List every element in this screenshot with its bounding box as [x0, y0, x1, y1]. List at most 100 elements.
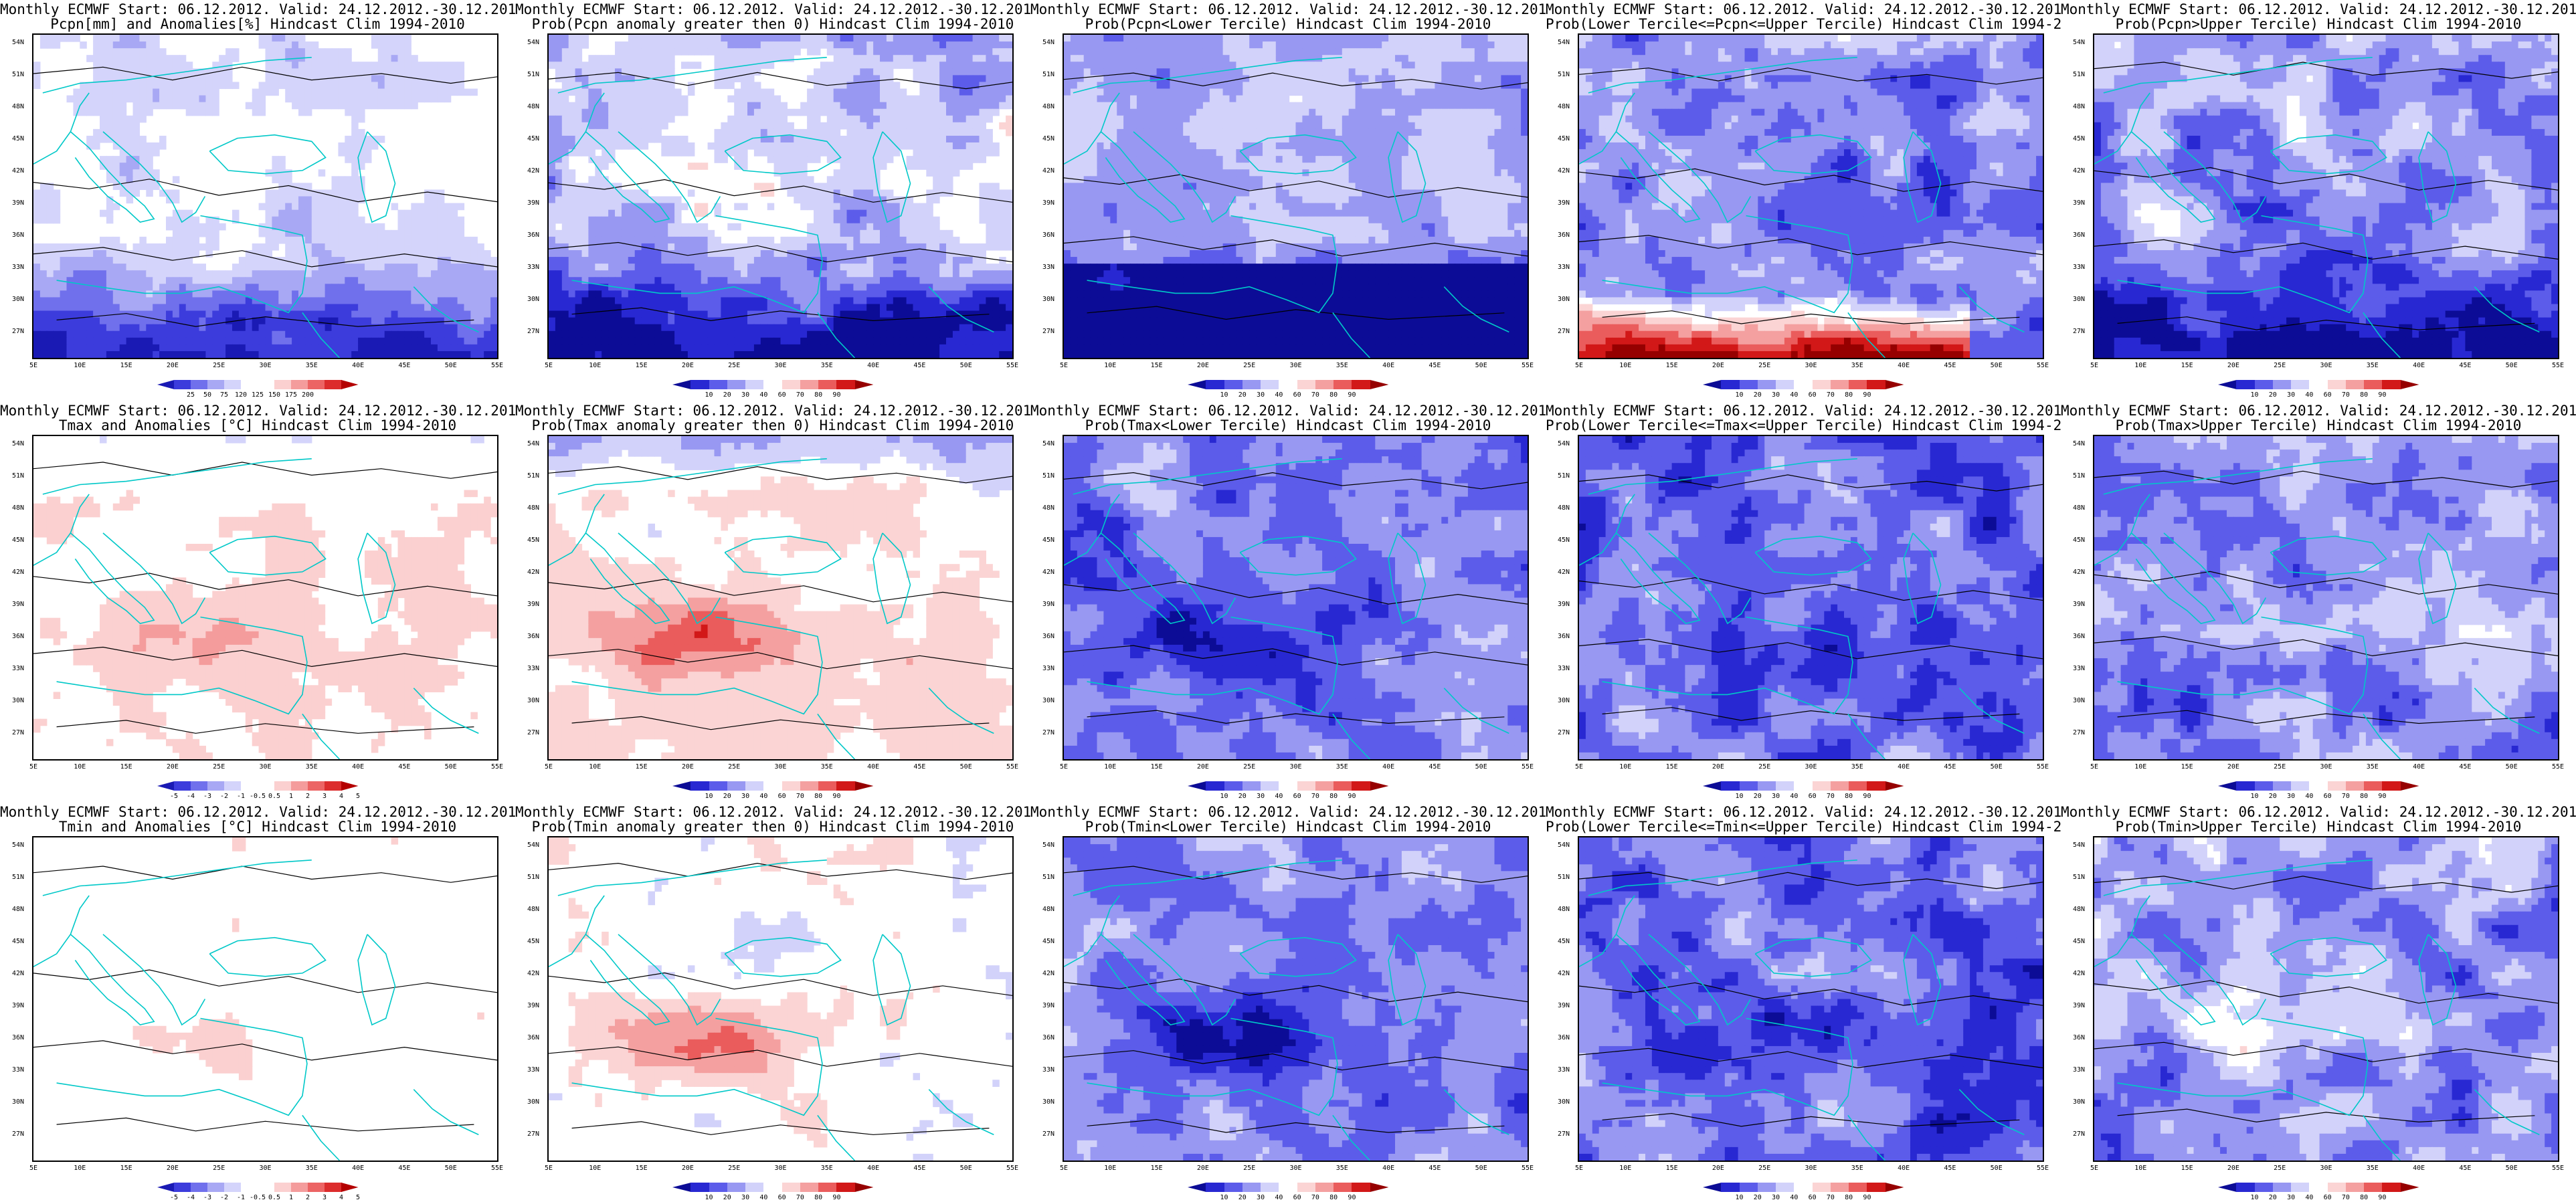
contour-line	[2094, 635, 2558, 657]
colorbar	[2218, 781, 2419, 791]
lon-tick-label: 15E	[1666, 763, 1678, 771]
lon-tick-label: 35E	[821, 1165, 833, 1172]
coastline	[2270, 936, 2387, 977]
coastline	[1073, 860, 1342, 896]
lat-tick-label: 42N	[1558, 970, 1570, 977]
map-panel-pcpn-gt0: Monthly ECMWF Start: 06.12.2012. Valid: …	[515, 0, 1030, 401]
lon-tick-label: 10E	[74, 1165, 86, 1172]
colorbar-swatch	[1352, 1183, 1371, 1192]
lon-tick-label: 25E	[728, 362, 740, 369]
coastline	[571, 215, 823, 314]
colorbar-swatch	[1739, 380, 1758, 389]
contour-line	[1087, 710, 1505, 724]
lon-tick-label: 5E	[29, 362, 37, 369]
colorbar-tick-label: 80	[2360, 1194, 2368, 1201]
coastline	[1602, 215, 1853, 314]
colorbar-tick-label: 30	[1257, 793, 1265, 800]
lat-tick-label: 30N	[1042, 1098, 1054, 1106]
colorbar-swatch	[818, 380, 837, 389]
colorbar-tick-label: 80	[1845, 1194, 1853, 1201]
panel-title-line1: Monthly ECMWF Start: 06.12.2012. Valid: …	[0, 1, 515, 17]
colorbar-swatch	[1812, 380, 1831, 389]
coastline	[2474, 688, 2540, 734]
lat-tick-label: 27N	[1558, 729, 1570, 736]
colorbar-tick-label: 80	[1845, 391, 1853, 399]
colorbar-swatch	[1261, 1183, 1279, 1192]
coastline	[2418, 532, 2457, 625]
colorbar-tick-label: 175	[285, 391, 297, 399]
coastline	[618, 934, 721, 1026]
colorbar	[672, 1183, 874, 1192]
colorbar-swatch	[2272, 781, 2292, 791]
coastline	[2418, 131, 2457, 223]
colorbar-swatch	[224, 380, 242, 389]
colorbar-tick-label: 10	[1736, 1194, 1744, 1201]
colorbar-swatch	[241, 380, 258, 389]
colorbar-tick-label: 20	[1238, 1194, 1247, 1201]
colorbar-tick-label: 90	[2378, 793, 2386, 800]
colorbar-swatch	[2327, 1183, 2347, 1192]
panel-title-line2: Prob(Pcpn anomaly greater then 0) Hindca…	[515, 16, 1030, 32]
lat-tick-label: 42N	[1558, 569, 1570, 576]
lon-tick-label: 55E	[2552, 1165, 2564, 1172]
contour-line	[1602, 310, 2020, 324]
lat-tick-label: 45N	[1558, 938, 1570, 945]
map-plot	[2093, 836, 2559, 1162]
lon-tick-label: 35E	[1336, 1165, 1348, 1172]
coastline	[1239, 134, 1357, 175]
lat-tick-label: 45N	[12, 536, 24, 544]
colorbar-tick-label: 80	[814, 1194, 822, 1201]
coastline	[2474, 1089, 2540, 1136]
colorbar-tick-label: 80	[814, 391, 822, 399]
lat-tick-label: 27N	[12, 729, 24, 736]
colorbar-swatch	[709, 1183, 728, 1192]
colorbar-swatch	[2272, 1183, 2292, 1192]
lat-tick-label: 45N	[527, 536, 539, 544]
contour-line	[33, 646, 497, 668]
lat-tick-label: 36N	[12, 1034, 24, 1041]
panel-title-line2: Prob(Lower Tercile<=Tmin<=Upper Tercile)…	[1546, 819, 2061, 835]
lon-tick-label: 10E	[589, 362, 601, 369]
coastline	[209, 134, 327, 175]
lat-tick-label: 36N	[1042, 231, 1054, 239]
colorbar	[672, 781, 874, 791]
lat-tick-label: 36N	[1042, 1034, 1054, 1041]
colorbar-tick-label: 60	[1293, 391, 1301, 399]
colorbar-tick-label: 90	[832, 793, 840, 800]
colorbar-tick-label: -2	[220, 793, 228, 800]
lat-tick-label: 42N	[527, 569, 539, 576]
panel-title-line2: Prob(Tmin anomaly greater then 0) Hindca…	[515, 819, 1030, 835]
coastline	[33, 92, 90, 165]
coastline	[42, 57, 312, 94]
colorbar-swatch	[174, 781, 191, 791]
contour-line	[2094, 980, 2558, 1004]
map-panel-pcpn-middle: Monthly ECMWF Start: 06.12.2012. Valid: …	[1546, 0, 2061, 401]
lon-tick-label: 10E	[74, 763, 86, 771]
colorbar-swatch	[1849, 380, 1867, 389]
map-panel-tmin-gt0: Monthly ECMWF Start: 06.12.2012. Valid: …	[515, 803, 1030, 1204]
colorbar-swatch	[207, 380, 225, 389]
lon-tick-label: 35E	[2367, 1165, 2379, 1172]
shaded-field	[1064, 837, 1528, 1161]
coastline	[33, 494, 90, 566]
colorbar-tick-label: 80	[1329, 793, 1338, 800]
coastline	[56, 215, 308, 314]
lat-tick-label: 27N	[1042, 729, 1054, 736]
colorbar-tick-label: 40	[1275, 1194, 1283, 1201]
lon-tick-label: 30E	[259, 1165, 271, 1172]
coastline	[1602, 1017, 1853, 1116]
map-plot	[1063, 435, 1529, 761]
colorbar-swatch	[2254, 380, 2274, 389]
map-plot	[32, 33, 498, 359]
colorbar-tick-label: 10	[2251, 391, 2259, 399]
map-panel-tmax-lower: Monthly ECMWF Start: 06.12.2012. Valid: …	[1030, 401, 1546, 803]
colorbar-swatch	[1188, 1183, 1206, 1192]
lat-tick-label: 27N	[527, 729, 539, 736]
lat-tick-label: 33N	[12, 665, 24, 672]
coastline	[1579, 895, 1635, 967]
coastline	[1648, 934, 1752, 1026]
lat-tick-label: 48N	[12, 504, 24, 512]
colorbar-swatch	[1703, 781, 1722, 791]
colorbar-swatch	[1315, 380, 1334, 389]
colorbar-swatch	[1279, 380, 1298, 389]
